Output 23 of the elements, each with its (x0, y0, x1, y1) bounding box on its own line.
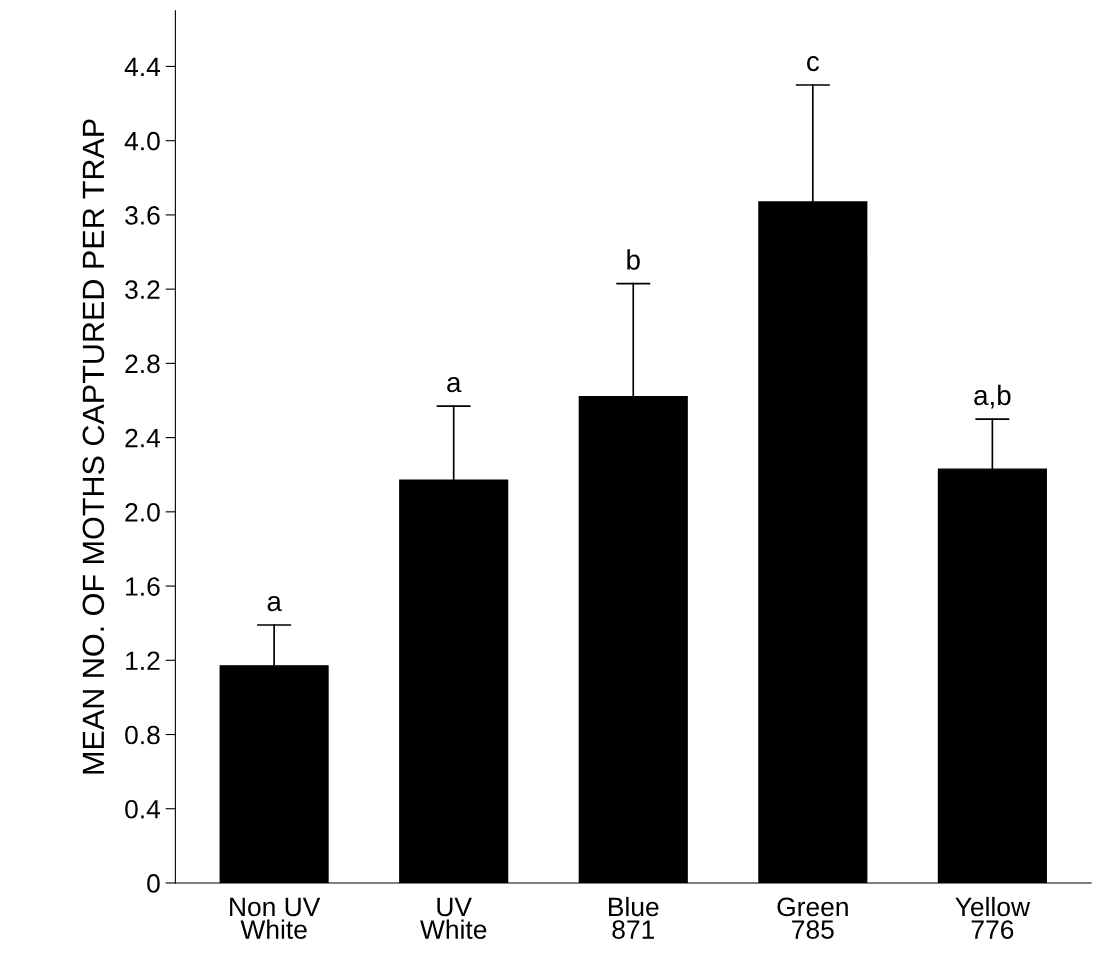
annotation: b (627, 249, 640, 270)
y-tick-label: 1.6 (126, 577, 160, 596)
y-tick-label: 0 (147, 874, 160, 893)
x-tick-label: Non UV White (230, 897, 321, 939)
annotation: c (807, 55, 820, 72)
y-tick-label: 1.2 (126, 651, 160, 670)
x-tick-label: Green 785 (777, 897, 848, 939)
x-tick-label: Yellow 776 (955, 896, 1031, 939)
y-tick-label: 4.4 (124, 57, 161, 77)
annotation: a (267, 595, 282, 612)
annotation: a (447, 377, 462, 393)
y-tick-label: 3.2 (125, 280, 160, 299)
x-tick-label: Blue 871 (609, 896, 659, 939)
y-tick-label: 2.0 (125, 502, 160, 522)
y-tick-label: 3.6 (125, 206, 160, 225)
x-tick-label: UV White (420, 897, 487, 939)
y-tick-label: 2.8 (125, 354, 160, 374)
y-tick-label: 2.4 (125, 428, 161, 448)
y-tick-label: 0.4 (125, 799, 161, 819)
y-axis-title: MEAN NO. OF MOTHS CAPTURED PER TRAP (82, 119, 105, 774)
y-tick-label: 4.0 (124, 131, 160, 151)
y-tick-label: 0.8 (125, 725, 160, 745)
annotation: a,b (974, 384, 1011, 409)
